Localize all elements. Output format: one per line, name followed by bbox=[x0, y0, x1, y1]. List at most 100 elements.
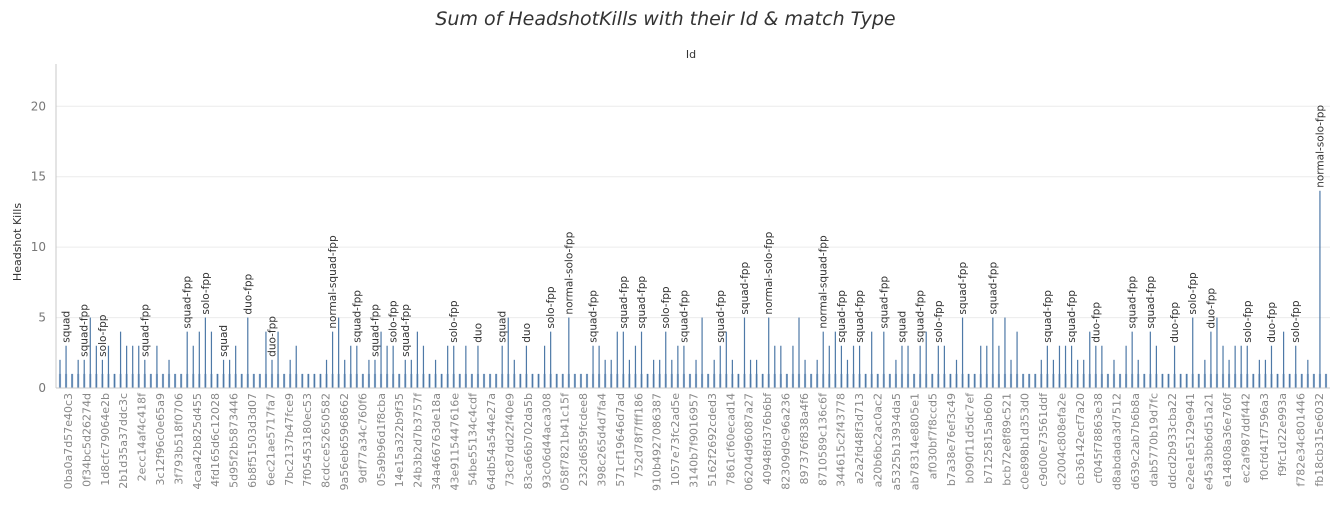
bar bbox=[519, 373, 521, 388]
match-type-label: duo bbox=[521, 323, 533, 343]
bar bbox=[616, 331, 618, 388]
bar bbox=[1319, 190, 1321, 388]
match-type-label: squad-fpp bbox=[715, 290, 727, 343]
x-tick-label: cb36142ecf7a20 bbox=[1074, 393, 1087, 485]
bar bbox=[138, 345, 140, 388]
bar bbox=[804, 359, 806, 388]
bar bbox=[1282, 331, 1285, 388]
match-type-label: squad-fpp bbox=[1042, 290, 1054, 343]
bar bbox=[271, 359, 273, 388]
bar bbox=[1046, 345, 1048, 388]
bar bbox=[471, 373, 473, 388]
bar bbox=[992, 317, 994, 388]
bar bbox=[604, 359, 606, 388]
match-type-label: squad bbox=[218, 325, 230, 357]
bar bbox=[1161, 373, 1164, 388]
bar bbox=[907, 345, 909, 388]
x-tick-label: 897376f838a4f6 bbox=[798, 393, 811, 484]
bar bbox=[144, 359, 146, 388]
bar bbox=[265, 331, 267, 388]
bar bbox=[895, 359, 897, 388]
x-tick-label: cf045f78863e38 bbox=[1092, 393, 1105, 484]
x-tick-label: a20b6bc2ac0ac2 bbox=[871, 393, 884, 487]
match-type-label: squad bbox=[896, 311, 908, 343]
x-tick-label: ddcd2b933cba22 bbox=[1166, 393, 1179, 489]
bar bbox=[1137, 359, 1139, 388]
bar bbox=[968, 373, 970, 388]
bar bbox=[77, 359, 79, 388]
bar bbox=[222, 359, 225, 388]
bar bbox=[574, 373, 576, 388]
x-tick-label: c2004c808efa2e bbox=[1055, 393, 1068, 485]
bar bbox=[374, 359, 376, 388]
bar bbox=[550, 331, 552, 388]
x-tick-label: 7861cf60ecad14 bbox=[724, 393, 737, 485]
bar bbox=[622, 331, 624, 388]
bar bbox=[871, 331, 873, 388]
y-tick-label: 10 bbox=[31, 240, 46, 254]
x-tick-label: 7f05453180ec53 bbox=[301, 393, 314, 487]
x-tick-label: 83ca66b702da5b bbox=[522, 393, 535, 489]
x-tick-label: 1d8cfc79064e2b bbox=[99, 393, 112, 486]
match-type-label: duo-fpp bbox=[1205, 288, 1217, 329]
x-tick-label: b7125815ab60b bbox=[982, 393, 995, 484]
bar bbox=[477, 345, 479, 388]
bar bbox=[331, 331, 334, 388]
bar bbox=[961, 317, 964, 388]
x-tick-label: 344615c2f43778 bbox=[835, 393, 848, 487]
bar bbox=[1107, 373, 1109, 388]
match-type-label: squad-fpp bbox=[1127, 276, 1139, 329]
bar bbox=[1101, 345, 1103, 388]
bar bbox=[1089, 331, 1091, 388]
bar bbox=[986, 345, 988, 388]
bar bbox=[71, 373, 73, 388]
x-tick-label: c0e898b1d353d0 bbox=[1019, 393, 1032, 490]
x-tick-label: f0cfd41f7596a3 bbox=[1258, 393, 1271, 480]
bar bbox=[1022, 373, 1024, 388]
bar bbox=[1295, 345, 1297, 388]
bar bbox=[398, 373, 400, 388]
bar bbox=[1186, 373, 1188, 388]
bar bbox=[289, 359, 291, 388]
bar bbox=[1143, 373, 1145, 388]
bar bbox=[89, 317, 91, 388]
bar bbox=[313, 373, 316, 388]
bar bbox=[653, 359, 655, 388]
bar bbox=[901, 345, 903, 388]
match-type-label: squad-fpp bbox=[351, 290, 363, 343]
bar bbox=[507, 317, 509, 388]
bar bbox=[610, 359, 612, 388]
match-type-label: solo-fpp bbox=[1187, 272, 1199, 315]
x-tick-label: 40948fd376b6bf bbox=[761, 392, 774, 485]
bar bbox=[65, 345, 67, 388]
bar bbox=[210, 331, 213, 388]
x-tick-label: 1057e73fc2ad5e bbox=[669, 393, 682, 486]
bar bbox=[828, 345, 830, 388]
bar bbox=[229, 359, 231, 388]
x-tick-label: 34a466763de18a bbox=[430, 393, 443, 490]
x-tick-label: dab5770b19d7fc bbox=[1147, 393, 1160, 487]
bar bbox=[1325, 373, 1327, 388]
bar bbox=[846, 359, 849, 388]
bar bbox=[1125, 345, 1127, 388]
match-type-label: squad-fpp bbox=[987, 262, 999, 315]
bar bbox=[695, 359, 697, 388]
bar bbox=[1180, 373, 1182, 388]
bar bbox=[586, 373, 588, 388]
match-type-label: solo-fpp bbox=[448, 300, 460, 343]
x-tick-label: 5d95f2b5873446 bbox=[228, 393, 241, 488]
bar bbox=[1289, 373, 1291, 388]
match-type-label: solo-fpp bbox=[200, 272, 212, 315]
match-type-label: solo-fpp bbox=[1242, 300, 1254, 343]
bar bbox=[489, 373, 491, 388]
x-tick-label: 6b8f51503d3d07 bbox=[246, 393, 259, 488]
bar bbox=[568, 317, 570, 388]
x-tick-label: fb18cb315e6032 bbox=[1313, 393, 1326, 487]
bar bbox=[441, 373, 443, 388]
x-tick-label: 2ecc14af4c418f bbox=[136, 392, 149, 482]
x-tick-label: 43e9115447616e bbox=[448, 393, 461, 491]
bar bbox=[592, 345, 594, 388]
match-type-label: squad-fpp bbox=[739, 262, 751, 315]
y-tick-label: 15 bbox=[31, 170, 46, 184]
